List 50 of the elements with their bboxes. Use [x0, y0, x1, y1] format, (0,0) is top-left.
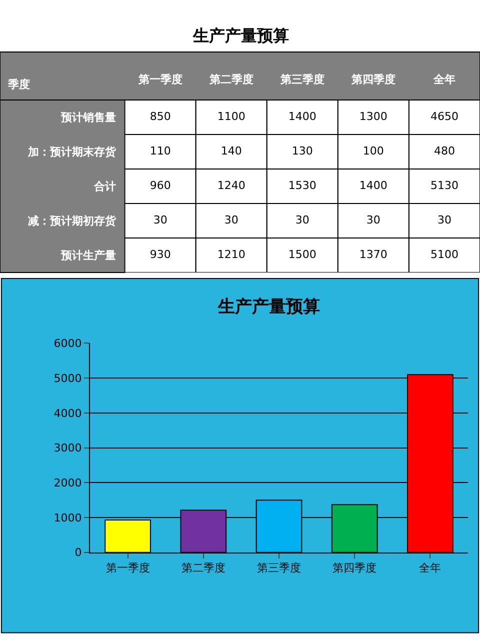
- data-label: 140: [220, 144, 242, 158]
- x-tick-label: 第一季度: [137, 72, 182, 86]
- x-tick-label: 第三季度: [279, 72, 324, 86]
- y-tick-label: 3000: [54, 442, 82, 455]
- data-label: 1530: [288, 179, 316, 192]
- data-label: 1100: [217, 110, 246, 124]
- data-label: 5130: [430, 179, 458, 192]
- y-tick-label: 合计: [92, 180, 116, 194]
- data-label: 30: [437, 214, 452, 227]
- chart-title: 生产产量预算: [192, 26, 289, 45]
- data-label: 100: [362, 144, 384, 158]
- data-label: 960: [150, 179, 171, 192]
- data-label: 30: [153, 214, 168, 227]
- data-label: 1210: [217, 248, 246, 261]
- y-tick-label: 1000: [54, 511, 82, 524]
- y-tick-label: 5000: [54, 372, 82, 385]
- data-label: 1300: [359, 110, 388, 124]
- x-tick-label: 第四季度: [350, 72, 396, 86]
- data-label: 130: [292, 144, 313, 158]
- y-tick-label: 2000: [54, 476, 82, 490]
- y-tick-label: 0: [74, 546, 82, 560]
- data-label: 1240: [217, 179, 246, 192]
- data-label: 30: [366, 214, 380, 227]
- data-label: 4650: [430, 110, 458, 124]
- data-label: 1400: [288, 110, 316, 124]
- x-tick-label: 全年: [419, 562, 442, 575]
- data-label: 930: [150, 248, 171, 261]
- y-axis-title: 季度: [7, 78, 30, 91]
- data-label: 850: [150, 110, 171, 124]
- y-tick-label: 减：预计期初存货: [28, 214, 117, 228]
- y-tick-label: 6000: [54, 337, 82, 350]
- data-label: 30: [224, 214, 238, 227]
- data-label: 1500: [288, 248, 316, 261]
- data-label: 480: [434, 144, 455, 158]
- data-label: 1400: [359, 179, 388, 192]
- y-tick-label: 预计销售量: [60, 111, 116, 124]
- data-label: 110: [150, 144, 171, 158]
- x-tick-label: 第四季度: [332, 562, 377, 575]
- x-tick-label: 全年: [432, 72, 456, 86]
- data-label: 5100: [430, 248, 458, 261]
- x-tick-label: 第三季度: [257, 562, 301, 575]
- x-tick-label: 第二季度: [181, 562, 226, 575]
- y-tick-label: 4000: [54, 406, 82, 420]
- x-tick-label: 第二季度: [208, 72, 254, 86]
- chart-title: 生产产量预算: [217, 297, 320, 317]
- x-tick-label: 第一季度: [106, 562, 150, 575]
- y-tick-label: 加：预计期末存货: [26, 146, 117, 159]
- y-tick-label: 预计生产量: [60, 249, 116, 262]
- data-label: 30: [295, 214, 310, 227]
- data-label: 1370: [359, 248, 388, 261]
